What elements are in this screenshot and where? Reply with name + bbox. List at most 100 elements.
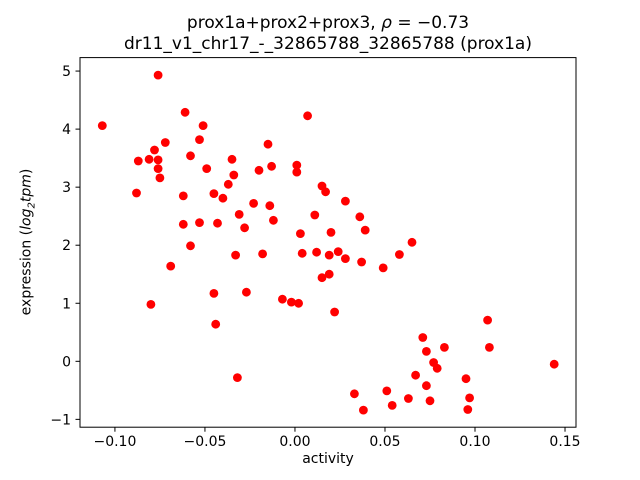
title-prefix: prox1a+prox2+prox3, (186, 13, 382, 33)
scatter-point (292, 160, 302, 170)
scatter-point (254, 165, 264, 175)
scatter-point (310, 210, 320, 220)
rho-symbol: ρ (381, 13, 392, 33)
scatter-point (360, 225, 370, 235)
scatter-point (324, 269, 334, 279)
y-axis-label: expression (log2tpm) (19, 169, 38, 316)
x-tick-label: −0.10 (93, 434, 136, 450)
scatter-point (330, 307, 339, 317)
scatter-point (178, 191, 188, 201)
scatter-point (269, 215, 278, 225)
scatter-point (303, 111, 312, 121)
scatter-point (249, 199, 258, 208)
scatter-point (350, 389, 359, 399)
scatter-point (233, 373, 242, 382)
scatter-point (387, 401, 397, 410)
scatter-point (195, 135, 204, 145)
scatter-point (395, 250, 404, 259)
scatter-point (317, 273, 327, 283)
scatter-point (321, 187, 330, 197)
scatter-point (422, 381, 431, 391)
scatter-point (333, 247, 343, 256)
y-tick-label: 3 (62, 180, 71, 196)
ylabel-log: log (18, 208, 35, 230)
scatter-point (218, 193, 228, 203)
chart-title: prox1a+prox2+prox3, ρ = −0.73 dr11_v1_ch… (124, 13, 532, 55)
scatter-point (296, 229, 305, 239)
scatter-point (549, 359, 559, 369)
ylabel-tpm: tpm (18, 174, 35, 203)
scatter-point (229, 170, 239, 180)
ylabel-log-subscript: 2 (26, 202, 38, 209)
x-tick-label: 0.05 (369, 434, 400, 450)
scatter-point (153, 164, 163, 174)
x-axis-label: activity (302, 451, 354, 467)
scatter-point (146, 300, 156, 309)
y-tick-label: 4 (62, 122, 71, 138)
scatter-point (213, 218, 222, 228)
y-tick-label: 5 (62, 64, 71, 80)
ylabel-prefix: expression ( (18, 229, 35, 316)
scatter-point (292, 167, 302, 177)
y-tick-label: 2 (62, 238, 71, 254)
scatter-point (407, 237, 417, 247)
scatter-point (223, 179, 233, 189)
scatter-point (198, 121, 208, 130)
scatter-point (357, 257, 366, 267)
scatter-point (485, 343, 494, 352)
scatter-point (231, 250, 241, 260)
title-rho-value: = −0.73 (391, 13, 470, 33)
scatter-point (132, 188, 141, 198)
scatter-point (355, 212, 365, 222)
scatter-point (150, 145, 159, 155)
scatter-point (404, 394, 413, 403)
scatter-point (287, 297, 296, 307)
scatter-point (195, 218, 204, 228)
x-tick-label: −0.05 (183, 434, 226, 450)
y-tick-label: 1 (62, 296, 71, 312)
ylabel-suffix: ) (18, 168, 35, 175)
scatter-point (160, 138, 170, 147)
scatter-point (186, 241, 195, 251)
scatter-point (422, 347, 431, 356)
scatter-point (202, 164, 212, 174)
scatter-point (153, 70, 163, 80)
chart-subtitle: dr11_v1_chr17_-_32865788_32865788 (prox1… (124, 34, 532, 54)
scatter-point (297, 248, 307, 258)
scatter-point (97, 121, 107, 130)
x-tick-label: 0.10 (459, 434, 490, 450)
scatter-point (312, 247, 321, 257)
scatter-point (144, 154, 154, 164)
y-tick-label: 0 (62, 354, 71, 370)
axes-frame (79, 57, 577, 428)
scatter-point (209, 189, 219, 199)
scatter-point (465, 393, 474, 403)
scatter-point (461, 374, 471, 384)
scatter-point (234, 210, 244, 219)
scatter-point (267, 161, 276, 171)
scatter-point (378, 263, 388, 273)
scatter-point (341, 254, 350, 263)
scatter-point (180, 107, 190, 117)
scatter-point (227, 154, 237, 164)
scatter-point (341, 196, 350, 206)
scatter-point (411, 370, 420, 380)
scatter-point (278, 294, 287, 304)
scatter-point (359, 405, 368, 415)
scatter-point (324, 250, 334, 260)
scatter-point (418, 333, 428, 342)
y-tick-label: −1 (50, 412, 71, 428)
scatter-point (133, 156, 143, 166)
scatter-point (166, 261, 176, 271)
scatter-point (153, 155, 163, 165)
scatter-point (294, 298, 303, 308)
scatter-point (432, 363, 442, 373)
x-tick-label: 0.00 (279, 434, 310, 450)
scatter-point (178, 219, 188, 229)
chart-title-line1: prox1a+prox2+prox3, ρ = −0.73 (124, 13, 532, 34)
scatter-point (155, 173, 165, 183)
scatter-point (186, 151, 195, 161)
scatter-point (240, 223, 250, 233)
